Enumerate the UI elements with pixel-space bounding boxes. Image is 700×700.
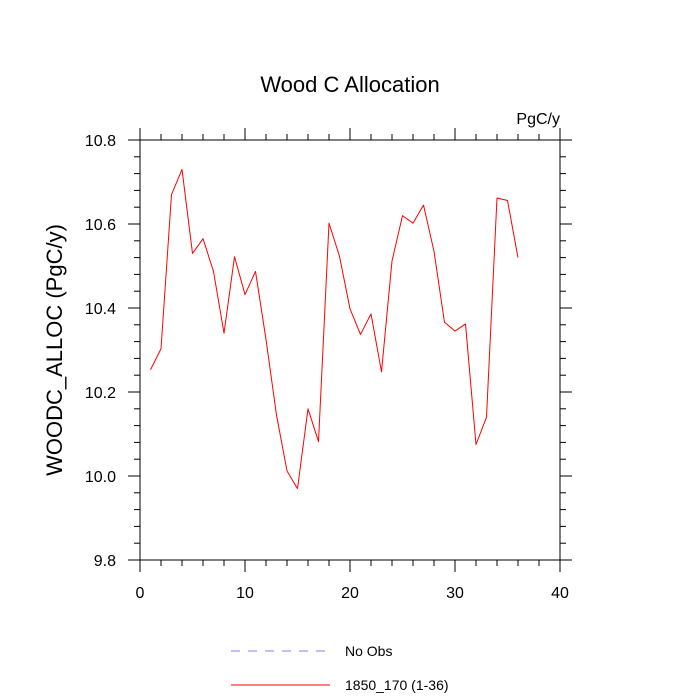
y-tick-label: 10.2 [85, 385, 116, 402]
plot-frame [139, 139, 561, 561]
series-line [150, 168, 519, 490]
x-tick-label: 40 [551, 585, 569, 602]
minor-ticks [134, 134, 566, 566]
y-tick-label: 10.6 [85, 217, 116, 234]
chart-title: Wood C Allocation [260, 72, 439, 97]
units-label: PgC/y [516, 111, 560, 128]
legend-label: No Obs [345, 643, 392, 659]
y-tick-labels: 9.8 10.0 10.2 10.4 10.6 10.8 [85, 133, 116, 570]
y-axis-label: WOODC_ALLOC (PgC/y) [42, 224, 67, 476]
major-ticks [128, 128, 572, 572]
legend-label: 1850_170 (1-36) [345, 677, 449, 693]
x-tick-label: 0 [136, 585, 145, 602]
series-layer [150, 168, 519, 490]
x-tick-label: 30 [446, 585, 464, 602]
x-tick-labels: 0 10 20 30 40 [136, 585, 569, 602]
y-tick-label: 10.4 [85, 301, 116, 318]
y-tick-label: 9.8 [94, 553, 116, 570]
y-tick-label: 10.8 [85, 133, 116, 150]
x-tick-label: 10 [236, 585, 254, 602]
y-tick-label: 10.0 [85, 469, 116, 486]
x-tick-label: 20 [341, 585, 359, 602]
legend: No Obs 1850_170 (1-36) [231, 643, 449, 693]
